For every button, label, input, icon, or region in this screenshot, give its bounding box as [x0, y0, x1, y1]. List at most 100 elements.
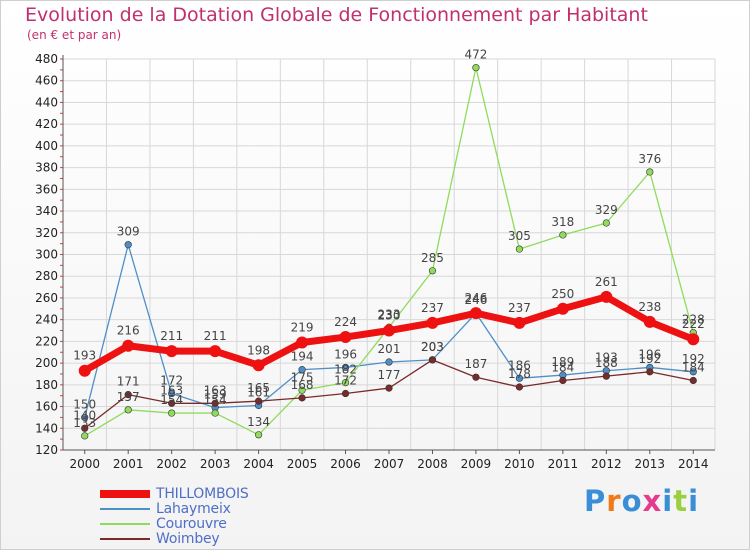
- data-label: 172: [160, 374, 183, 388]
- data-label: 216: [117, 324, 140, 338]
- data-label: 203: [421, 340, 444, 354]
- data-point: [602, 372, 610, 380]
- data-label: 189: [551, 355, 574, 369]
- data-point: [124, 241, 132, 249]
- x-tick-label: 2008: [417, 457, 448, 471]
- legend-label: Woimbey: [156, 530, 220, 547]
- data-point: [165, 345, 178, 358]
- data-label: 140: [73, 408, 96, 422]
- data-label: 233: [378, 307, 401, 321]
- data-point: [81, 424, 89, 432]
- x-tick-label: 2007: [374, 457, 405, 471]
- data-label: 165: [247, 381, 270, 395]
- data-label: 186: [508, 358, 531, 372]
- data-label: 187: [464, 357, 487, 371]
- data-point: [211, 409, 219, 417]
- data-label: 184: [551, 360, 574, 374]
- data-label: 163: [160, 383, 183, 397]
- x-tick-label: 2005: [287, 457, 318, 471]
- y-tick-label: 480: [35, 52, 58, 66]
- data-point: [298, 394, 306, 402]
- data-label: 201: [378, 342, 401, 356]
- data-label: 472: [464, 48, 487, 62]
- x-tick-label: 2010: [504, 457, 535, 471]
- data-label: 193: [73, 349, 96, 363]
- legend-item: Lahaymeix: [100, 500, 249, 517]
- data-point: [556, 302, 569, 315]
- data-point: [515, 245, 524, 253]
- data-label: 261: [595, 275, 618, 289]
- data-label: 224: [334, 315, 357, 329]
- data-label: 376: [638, 152, 661, 166]
- data-label: 184: [682, 360, 705, 374]
- data-point: [646, 368, 654, 376]
- y-tick-label: 220: [35, 334, 58, 348]
- x-tick-label: 2006: [330, 457, 361, 471]
- y-tick-label: 160: [35, 400, 58, 414]
- legend-swatch: [100, 489, 150, 498]
- proxiti-logo: Proxiti: [584, 484, 700, 518]
- data-point: [383, 324, 395, 337]
- y-tick-label: 120: [35, 443, 58, 457]
- data-point: [602, 219, 610, 227]
- x-tick-label: 2003: [200, 457, 231, 471]
- data-point: [168, 409, 176, 417]
- data-point: [168, 389, 176, 398]
- y-tick-label: 460: [35, 74, 58, 88]
- data-label: 134: [247, 415, 270, 429]
- data-label: 228: [682, 313, 705, 327]
- y-tick-label: 200: [35, 356, 58, 370]
- data-point: [643, 315, 656, 328]
- data-label: 194: [291, 350, 314, 364]
- data-label: 161: [247, 385, 270, 399]
- data-label: 329: [595, 203, 618, 217]
- data-label: 230: [378, 309, 401, 323]
- y-tick-label: 380: [35, 161, 58, 175]
- data-point: [341, 389, 350, 398]
- data-point: [689, 368, 697, 376]
- y-tick-label: 240: [35, 313, 58, 327]
- x-tick-label: 2002: [156, 457, 187, 471]
- chart-subtitle: (en € et par an): [27, 28, 122, 42]
- data-point: [211, 399, 219, 407]
- y-tick-label: 180: [35, 378, 58, 392]
- y-tick-label: 400: [35, 139, 58, 153]
- legend-label: Lahaymeix: [156, 500, 231, 517]
- data-point: [472, 373, 480, 381]
- data-label: 168: [291, 378, 314, 392]
- data-label: 196: [638, 347, 661, 361]
- legend-label: Courouvre: [156, 515, 227, 532]
- y-tick-label: 320: [35, 226, 58, 240]
- y-tick-label: 420: [35, 117, 58, 131]
- data-label: 238: [638, 300, 661, 314]
- data-label: 193: [595, 351, 618, 365]
- data-label: 219: [291, 320, 314, 334]
- data-point: [209, 345, 222, 358]
- data-label: 177: [378, 368, 401, 382]
- data-point: [252, 359, 265, 372]
- data-label: 211: [160, 329, 183, 343]
- data-point: [385, 358, 393, 366]
- data-label: 154: [204, 393, 227, 407]
- data-point: [469, 307, 482, 320]
- data-label: 246: [464, 291, 487, 305]
- data-label: 305: [508, 229, 531, 243]
- data-label: 157: [117, 390, 140, 404]
- data-point: [81, 413, 89, 422]
- data-label: 159: [204, 388, 227, 402]
- legend-label: THILLOMBOIS: [156, 485, 249, 502]
- data-point: [296, 336, 309, 349]
- x-tick-label: 2000: [69, 457, 100, 471]
- data-point: [385, 384, 393, 392]
- data-point: [689, 376, 697, 385]
- x-tick-label: 2009: [461, 457, 492, 471]
- data-point: [168, 399, 176, 407]
- x-tick-label: 2004: [243, 457, 274, 471]
- data-label: 309: [117, 225, 140, 239]
- x-tick-label: 2013: [635, 457, 666, 471]
- data-point: [298, 386, 306, 394]
- data-point: [600, 290, 613, 303]
- data-label: 198: [247, 343, 270, 357]
